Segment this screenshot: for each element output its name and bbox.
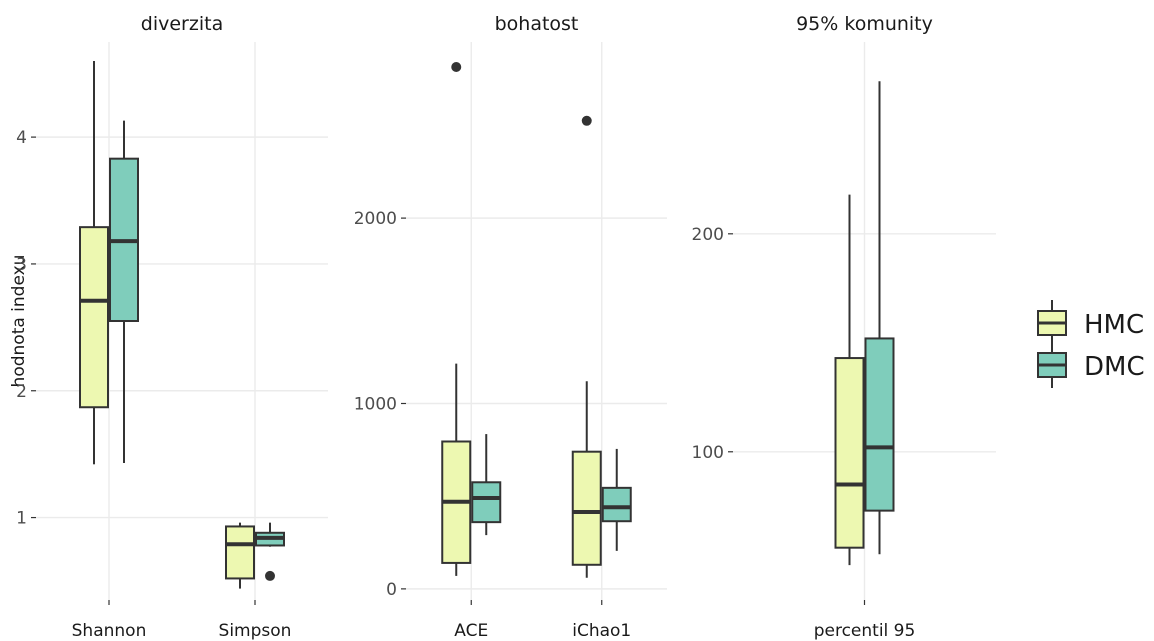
box-dmc <box>471 481 502 524</box>
panel-title: bohatost <box>495 13 579 35</box>
panel-title: 95% komunity <box>796 13 933 35</box>
y-tick-label: 100 <box>692 443 724 463</box>
box-dmc <box>601 486 632 523</box>
x-tick-label: Simpson <box>219 621 292 641</box>
x-tick-label: Shannon <box>72 621 147 641</box>
y-tick-label: 2 <box>16 382 27 402</box>
x-tick-label: percentil 95 <box>814 621 916 641</box>
box-hmc <box>79 226 109 409</box>
outlier-point <box>265 570 275 581</box>
y-tick-label: 3 <box>16 255 27 275</box>
legend-label: HMC <box>1084 310 1144 340</box>
y-tick-label: 200 <box>692 225 724 245</box>
y-tick-label: 0 <box>386 580 397 600</box>
y-tick-label: 4 <box>16 128 27 148</box>
box-hmc <box>225 525 255 580</box>
y-tick-label: 1 <box>16 509 27 529</box>
x-tick-label: iChao1 <box>572 621 631 641</box>
outlier-point <box>451 62 462 73</box>
y-tick-label: 1000 <box>354 394 397 414</box>
y-tick-label: 2000 <box>354 209 397 229</box>
x-tick-label: ACE <box>454 621 488 641</box>
box-dmc <box>864 337 895 512</box>
y-axis-label: hodnota indexu <box>9 255 29 388</box>
panel-title: diverzita <box>141 13 223 35</box>
box-hmc <box>834 357 865 549</box>
legend-label: DMC <box>1084 352 1145 382</box>
box-hmc <box>571 450 602 566</box>
outlier-point <box>581 115 592 126</box>
